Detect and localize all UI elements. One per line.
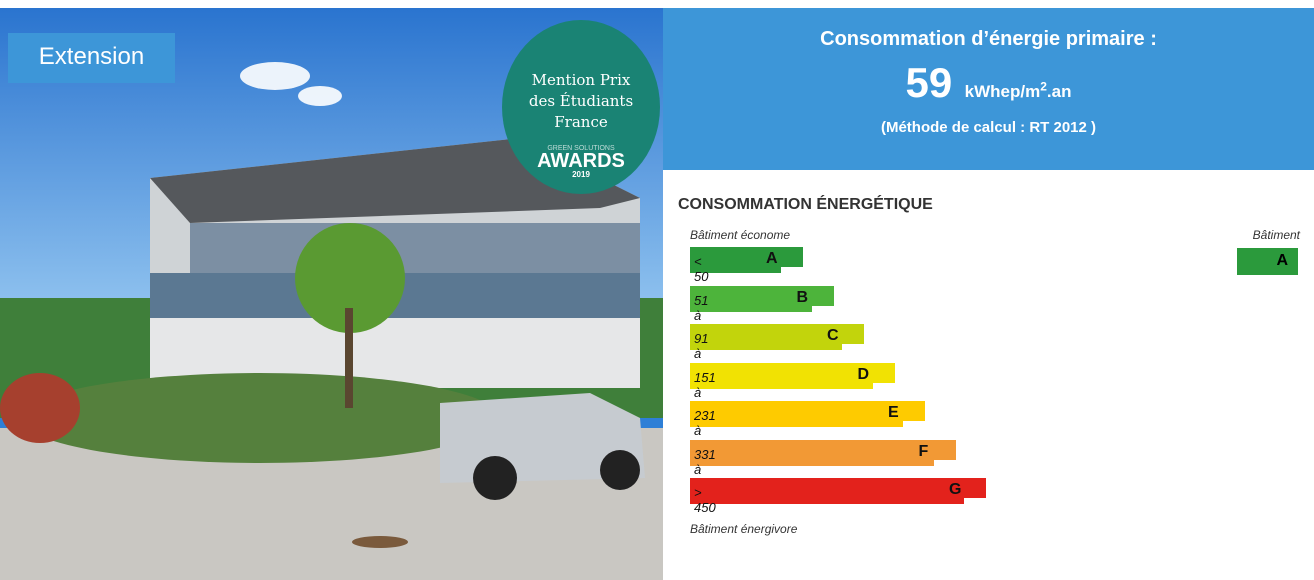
class-bar-tab	[842, 324, 864, 344]
award-line: des Étudiants	[528, 92, 634, 110]
award-line: France	[554, 113, 608, 131]
class-bar-tab	[933, 439, 956, 460]
class-letter: A	[766, 250, 778, 267]
header-unit: kWhep/m	[964, 82, 1041, 101]
class-letter: E	[888, 404, 899, 421]
energy-header: Consommation d’énergie primaire : 59 kWh…	[663, 8, 1314, 170]
class-letter: D	[857, 365, 870, 383]
header-unit-suffix: .an	[1046, 82, 1072, 101]
class-letter: G	[949, 481, 962, 498]
class-bar	[690, 362, 873, 389]
label-bottom: Bâtiment énergivore	[690, 522, 798, 536]
class-bar-tab	[811, 285, 834, 306]
class-letter: C	[827, 327, 839, 344]
header-value: 59	[905, 59, 953, 106]
class-bar	[690, 401, 903, 427]
building-header: Bâtiment	[1252, 228, 1300, 242]
class-range: > 450	[694, 485, 716, 515]
class-bar	[690, 324, 842, 350]
award-name: AWARDS	[537, 150, 625, 172]
class-bar-tab	[872, 362, 895, 383]
header-title: Consommation d’énergie primaire :	[820, 28, 1157, 50]
class-bar	[690, 247, 781, 273]
award-sponsor: GREEN SOLUTIONS	[547, 145, 615, 152]
badge: Extension	[8, 33, 175, 83]
class-range: < 50	[694, 254, 709, 284]
label-top: Bâtiment économe	[690, 228, 791, 242]
award-line: Mention Prix	[531, 71, 631, 89]
header-method: (Méthode de calcul : RT 2012 )	[880, 119, 1097, 136]
award-seal: Mention Prix des Étudiants France GREEN …	[502, 20, 660, 194]
class-bar	[690, 478, 964, 504]
class-bar-tab	[964, 478, 986, 498]
class-letter: B	[796, 288, 809, 306]
class-bar	[690, 439, 934, 466]
award-year: 2019	[572, 170, 590, 179]
building-class: A	[1237, 248, 1298, 275]
class-bar-tab	[903, 401, 925, 421]
class-letter: F	[918, 442, 929, 460]
energy-label: CONSOMMATION ÉNERGÉTIQUE Bâtiment économ…	[678, 196, 1308, 536]
class-bar-tab	[781, 247, 803, 267]
header-unit-sup: 2	[1040, 79, 1047, 94]
class-bar	[690, 285, 812, 312]
label-title: CONSOMMATION ÉNERGÉTIQUE	[678, 196, 933, 213]
